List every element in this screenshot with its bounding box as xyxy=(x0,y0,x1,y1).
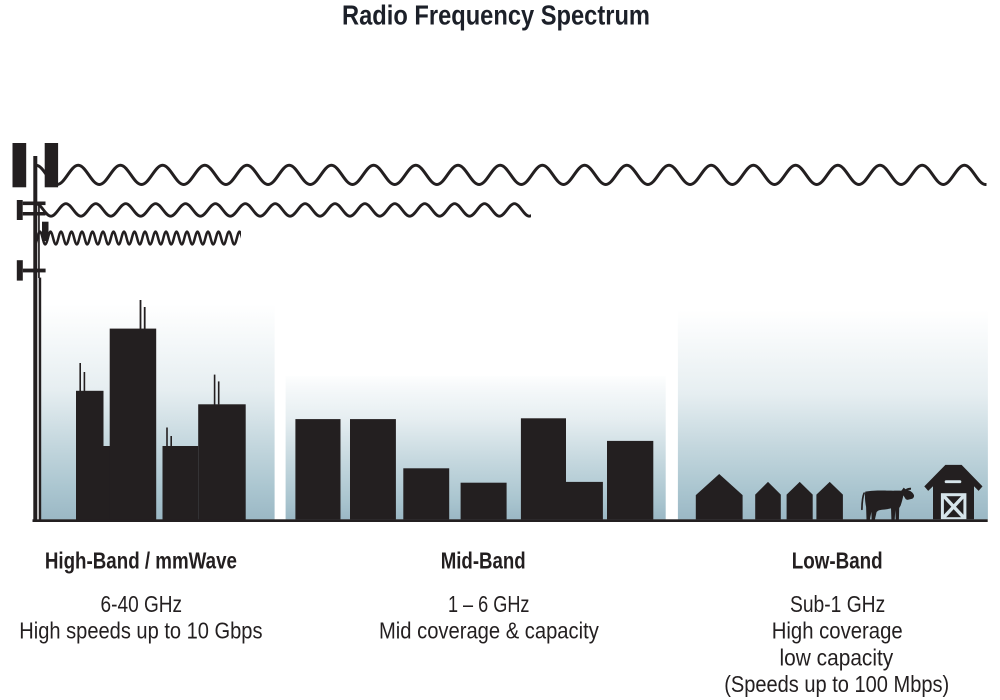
svg-text:1 – 6 GHz: 1 – 6 GHz xyxy=(448,591,530,617)
svg-text:High-Band / mmWave: High-Band / mmWave xyxy=(45,547,237,573)
svg-text:6-40 GHz: 6-40 GHz xyxy=(101,591,183,617)
svg-text:low capacity: low capacity xyxy=(780,644,894,670)
svg-text:High speeds up to 10 Gbps: High speeds up to 10 Gbps xyxy=(19,617,262,643)
svg-text:Low-Band: Low-Band xyxy=(792,547,883,573)
svg-text:Mid coverage & capacity: Mid coverage & capacity xyxy=(379,617,599,643)
svg-text:Sub-1 GHz: Sub-1 GHz xyxy=(790,591,885,617)
svg-text:High coverage: High coverage xyxy=(772,617,903,643)
svg-text:(Speeds up to 100 Mbps): (Speeds up to 100 Mbps) xyxy=(724,671,949,697)
svg-text:Mid-Band: Mid-Band xyxy=(441,547,526,573)
svg-text:Radio Frequency Spectrum: Radio Frequency Spectrum xyxy=(342,0,650,30)
